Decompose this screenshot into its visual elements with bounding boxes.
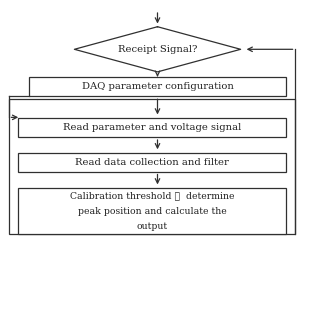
Text: peak position and calculate the: peak position and calculate the <box>77 207 226 216</box>
FancyBboxPatch shape <box>18 188 286 234</box>
Text: Read parameter and voltage signal: Read parameter and voltage signal <box>63 123 241 132</box>
Text: Receipt Signal?: Receipt Signal? <box>118 45 197 54</box>
Text: output: output <box>136 222 168 231</box>
Text: Read data collection and filter: Read data collection and filter <box>75 158 229 167</box>
Text: DAQ parameter configuration: DAQ parameter configuration <box>82 82 233 91</box>
FancyBboxPatch shape <box>18 118 286 137</box>
FancyBboxPatch shape <box>18 153 286 172</box>
FancyBboxPatch shape <box>9 100 295 234</box>
Text: Calibration threshold ，  determine: Calibration threshold ， determine <box>70 191 234 200</box>
FancyBboxPatch shape <box>29 77 286 96</box>
